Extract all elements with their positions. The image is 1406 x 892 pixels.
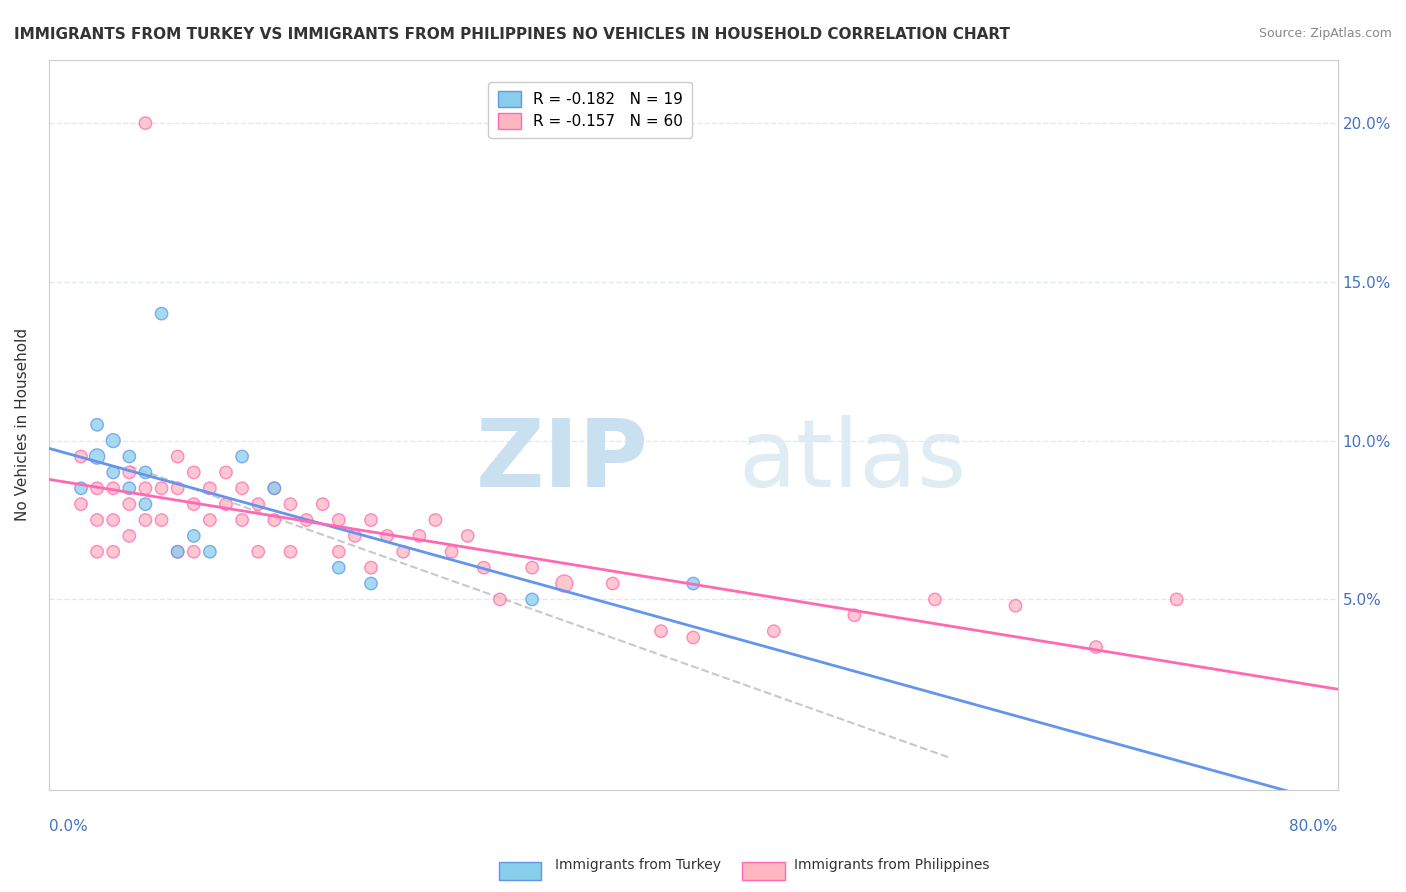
Point <box>166 481 188 495</box>
Text: Immigrants from Turkey: Immigrants from Turkey <box>555 858 721 872</box>
Text: IMMIGRANTS FROM TURKEY VS IMMIGRANTS FROM PHILIPPINES NO VEHICLES IN HOUSEHOLD C: IMMIGRANTS FROM TURKEY VS IMMIGRANTS FRO… <box>14 27 1010 42</box>
Point <box>1166 592 1188 607</box>
Point <box>844 608 866 623</box>
Point <box>263 481 285 495</box>
Point <box>231 450 253 464</box>
Point <box>375 529 398 543</box>
Point <box>134 466 156 480</box>
Point <box>103 466 125 480</box>
Text: atlas: atlas <box>738 416 966 508</box>
Point <box>134 513 156 527</box>
Point <box>553 576 575 591</box>
Point <box>440 545 463 559</box>
Point <box>682 576 704 591</box>
Point <box>1085 640 1108 654</box>
Legend: R = -0.182   N = 19, R = -0.157   N = 60: R = -0.182 N = 19, R = -0.157 N = 60 <box>488 82 692 138</box>
Point <box>231 481 253 495</box>
Point <box>198 545 221 559</box>
Point <box>150 307 173 321</box>
Point <box>328 560 350 574</box>
Point <box>118 497 141 511</box>
Point <box>408 529 430 543</box>
Point <box>103 513 125 527</box>
Point <box>134 497 156 511</box>
Point <box>86 513 108 527</box>
Point <box>86 481 108 495</box>
Text: 0.0%: 0.0% <box>49 819 87 834</box>
Point <box>166 545 188 559</box>
Point <box>198 481 221 495</box>
Point <box>231 513 253 527</box>
Point <box>103 481 125 495</box>
Point <box>118 466 141 480</box>
Point <box>328 513 350 527</box>
Point <box>280 545 302 559</box>
Point <box>70 450 93 464</box>
Point <box>924 592 946 607</box>
Point <box>183 466 205 480</box>
Point <box>86 417 108 432</box>
Text: 80.0%: 80.0% <box>1289 819 1337 834</box>
Text: ZIP: ZIP <box>475 416 648 508</box>
Point <box>166 450 188 464</box>
Point <box>520 592 543 607</box>
Point <box>215 466 238 480</box>
Text: Source: ZipAtlas.com: Source: ZipAtlas.com <box>1258 27 1392 40</box>
Point <box>166 545 188 559</box>
Point <box>295 513 318 527</box>
Point <box>86 450 108 464</box>
Point <box>183 529 205 543</box>
Point <box>118 450 141 464</box>
Point <box>472 560 495 574</box>
Point <box>392 545 415 559</box>
Point <box>198 513 221 527</box>
Point <box>247 497 270 511</box>
Point <box>70 481 93 495</box>
Point <box>86 545 108 559</box>
Point <box>103 545 125 559</box>
Point <box>150 513 173 527</box>
Point <box>183 545 205 559</box>
Point <box>360 560 382 574</box>
Y-axis label: No Vehicles in Household: No Vehicles in Household <box>15 328 30 521</box>
Point <box>215 497 238 511</box>
Point <box>360 576 382 591</box>
Point <box>602 576 624 591</box>
Point <box>103 434 125 448</box>
Point <box>263 513 285 527</box>
Text: Immigrants from Philippines: Immigrants from Philippines <box>794 858 990 872</box>
Point <box>328 545 350 559</box>
Point <box>311 497 333 511</box>
Point <box>118 481 141 495</box>
Point <box>682 631 704 645</box>
Point <box>489 592 512 607</box>
Point <box>425 513 447 527</box>
Point <box>360 513 382 527</box>
Point <box>150 481 173 495</box>
Point <box>457 529 479 543</box>
Point <box>280 497 302 511</box>
Point <box>263 481 285 495</box>
Point <box>650 624 672 639</box>
Point <box>762 624 785 639</box>
Point <box>134 481 156 495</box>
Point <box>118 529 141 543</box>
Point <box>1004 599 1026 613</box>
Point <box>183 497 205 511</box>
Point <box>134 116 156 130</box>
Point <box>70 497 93 511</box>
Point <box>520 560 543 574</box>
Point <box>343 529 366 543</box>
Point <box>247 545 270 559</box>
